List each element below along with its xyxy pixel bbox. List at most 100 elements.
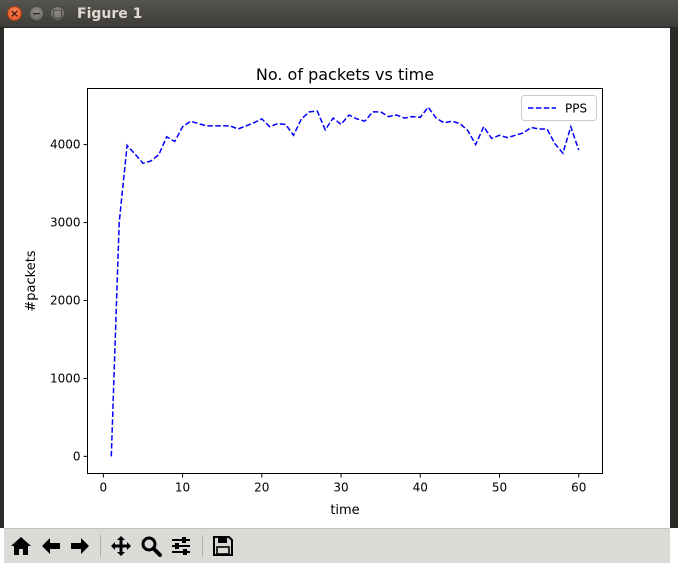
chart-title: No. of packets vs time: [256, 65, 434, 84]
y-tick-label: 3000: [50, 216, 81, 230]
data-point: [285, 124, 287, 126]
data-point: [158, 154, 160, 156]
maximize-icon[interactable]: □: [50, 6, 65, 21]
minimize-icon[interactable]: −: [29, 6, 44, 21]
save-button[interactable]: [210, 533, 236, 559]
data-point: [150, 160, 152, 162]
x-axis-ticks: 0 10 20 30 40 50 60: [100, 473, 586, 495]
legend: PPS: [521, 95, 597, 121]
data-point: [523, 132, 525, 134]
series-line-pps: [110, 105, 580, 457]
data-point: [507, 137, 509, 139]
data-point: [134, 153, 136, 155]
y-axis-ticks: 0 1000 2000 3000 4000: [50, 138, 88, 463]
data-point: [309, 111, 311, 113]
data-point: [293, 135, 295, 137]
data-point: [396, 114, 398, 116]
data-point: [182, 126, 184, 128]
legend-label-pps: PPS: [565, 102, 587, 116]
navigation-toolbar: [4, 528, 670, 563]
data-point: [118, 222, 120, 224]
data-point: [372, 111, 374, 113]
data-point: [142, 163, 144, 165]
data-point: [515, 135, 517, 137]
x-tick-label: 50: [492, 481, 507, 495]
data-point: [229, 125, 231, 127]
y-axis-label: #packets: [24, 250, 39, 311]
data-point: [467, 130, 469, 132]
y-tick-label: 0: [73, 449, 81, 463]
data-point: [340, 124, 342, 126]
data-point: [348, 114, 350, 116]
zoom-button[interactable]: [138, 533, 164, 559]
data-point: [245, 125, 247, 127]
x-axis-label: time: [330, 503, 359, 518]
data-point: [491, 138, 493, 140]
series-group: [110, 105, 580, 458]
arrow-left-icon: [42, 538, 60, 554]
data-point: [317, 110, 319, 112]
y-tick-label: 2000: [50, 293, 81, 307]
window-border-left: [0, 28, 4, 528]
data-point: [499, 135, 501, 137]
data-point: [364, 120, 366, 122]
configure-subplots-button[interactable]: [168, 533, 194, 559]
data-point: [221, 125, 223, 127]
move-icon: [111, 536, 131, 556]
data-point: [356, 118, 358, 120]
data-point: [166, 136, 168, 138]
data-point: [427, 106, 429, 108]
data-point: [404, 117, 406, 119]
home-button[interactable]: [8, 533, 34, 559]
data-point: [277, 123, 279, 125]
data-point: [214, 125, 216, 127]
toolbar-separator: [100, 535, 101, 557]
zoom-icon: [141, 536, 162, 557]
figure-canvas[interactable]: No. of packets vs time 0 10 20 30 40 50 60 0 10…: [4, 28, 670, 528]
window-title: Figure 1: [77, 6, 143, 22]
data-point: [253, 122, 255, 124]
configure-subplots-icon: [172, 537, 190, 555]
data-point: [269, 126, 271, 128]
y-tick-label: 1000: [50, 371, 81, 385]
save-icon: [213, 536, 233, 556]
data-point: [126, 145, 128, 147]
arrow-right-icon: [71, 538, 89, 554]
data-point: [459, 123, 461, 125]
back-button[interactable]: [38, 533, 64, 559]
data-point: [570, 126, 572, 128]
x-tick-label: 40: [413, 481, 428, 495]
data-point: [483, 126, 485, 128]
plot-area: [87, 88, 603, 474]
data-point: [380, 111, 382, 113]
pan-button[interactable]: [108, 533, 134, 559]
data-point: [443, 122, 445, 124]
x-tick-label: 0: [100, 481, 108, 495]
home-icon: [11, 537, 31, 555]
x-tick-label: 20: [254, 481, 269, 495]
data-point: [562, 152, 564, 154]
data-point: [546, 128, 548, 130]
data-point: [538, 128, 540, 130]
data-point: [111, 456, 113, 458]
data-point: [388, 116, 390, 118]
line-chart: No. of packets vs time 0 10 20 30 40 50 60 0 10…: [24, 65, 603, 518]
data-point: [578, 149, 580, 151]
window-titlebar[interactable]: × − □ Figure 1: [0, 0, 678, 28]
x-tick-label: 30: [333, 481, 348, 495]
data-point: [174, 141, 176, 143]
forward-button[interactable]: [67, 533, 93, 559]
data-point: [475, 144, 477, 146]
close-icon[interactable]: ×: [7, 6, 22, 21]
data-point: [530, 127, 532, 129]
data-point: [198, 123, 200, 125]
data-point: [451, 120, 453, 122]
legend-box: [521, 95, 597, 121]
toolbar-separator: [202, 535, 203, 557]
window-border-right: [670, 28, 678, 528]
y-tick-label: 4000: [50, 138, 81, 152]
x-tick-label: 10: [175, 481, 190, 495]
data-point: [324, 129, 326, 131]
data-point: [190, 120, 192, 122]
data-point: [420, 117, 422, 119]
